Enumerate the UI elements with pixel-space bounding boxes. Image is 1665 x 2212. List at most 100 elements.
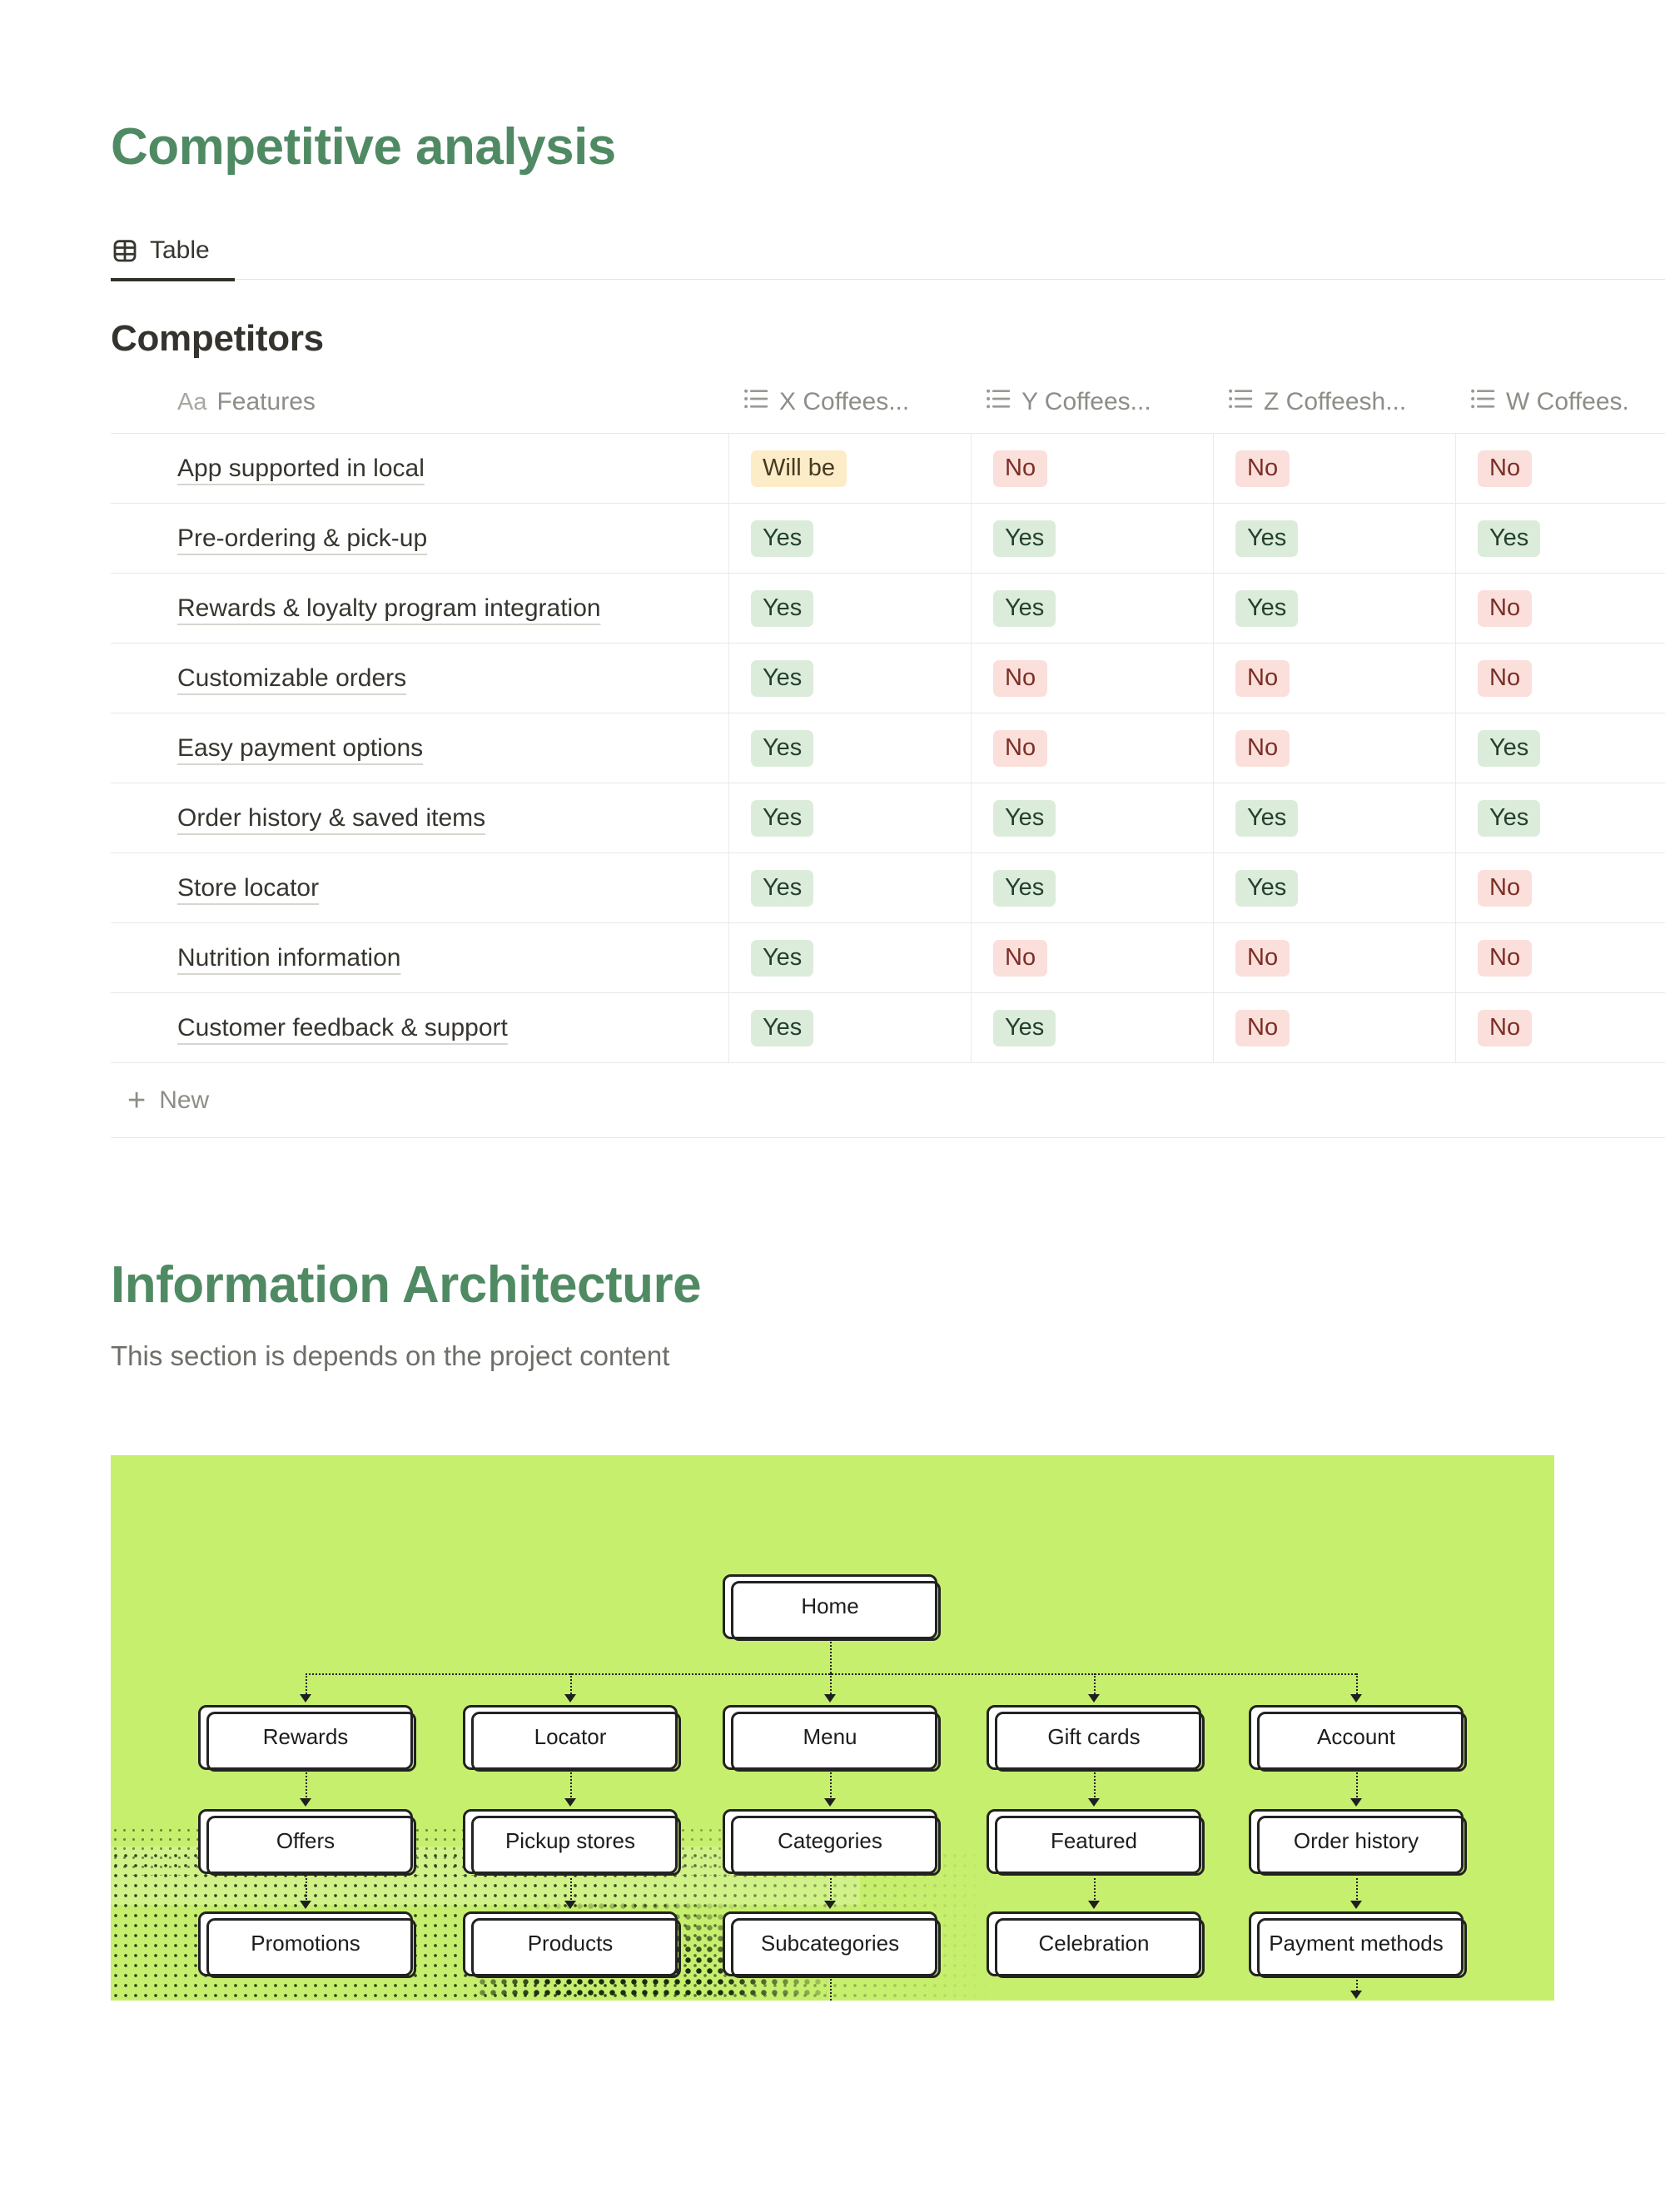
value-cell[interactable]: No bbox=[971, 434, 1213, 504]
value-cell[interactable]: Yes bbox=[728, 644, 971, 713]
feature-cell[interactable]: Order history & saved items bbox=[111, 783, 728, 852]
connector-arrowhead bbox=[824, 1900, 836, 1909]
value-cell[interactable]: No bbox=[1213, 923, 1455, 993]
status-badge: Yes bbox=[993, 799, 1056, 837]
value-cell[interactable]: Yes bbox=[971, 783, 1213, 853]
value-cell[interactable]: Yes bbox=[1213, 853, 1455, 923]
value-cell[interactable]: Yes bbox=[728, 783, 971, 853]
status-badge: Yes bbox=[1235, 589, 1299, 627]
table-view-icon bbox=[111, 237, 139, 264]
node-pickup-stores: Pickup stores bbox=[463, 1808, 681, 1876]
feature-label: Store locator bbox=[177, 873, 320, 902]
value-cell[interactable]: No bbox=[1213, 644, 1455, 713]
value-cell[interactable]: No bbox=[1455, 434, 1665, 504]
status-badge: Yes bbox=[751, 659, 814, 697]
ia-diagram-image[interactable]: Home Rewards Offers Promotions Locator Pickup… bbox=[111, 1454, 1554, 2001]
value-cell[interactable]: Yes bbox=[1213, 574, 1455, 644]
node-gift-cards: Gift cards bbox=[987, 1704, 1205, 1772]
value-cell[interactable]: No bbox=[1455, 923, 1665, 993]
status-badge: Yes bbox=[751, 729, 814, 767]
feature-label: Nutrition information bbox=[177, 943, 401, 972]
value-cell[interactable]: No bbox=[1213, 434, 1455, 504]
connector-line bbox=[306, 1673, 307, 1697]
value-cell[interactable]: No bbox=[1455, 853, 1665, 923]
status-badge: Yes bbox=[1235, 519, 1299, 557]
status-badge: Yes bbox=[993, 519, 1056, 557]
value-cell[interactable]: Will be bbox=[728, 434, 971, 504]
column-header-label: Z Coffeesh... bbox=[1264, 388, 1407, 416]
node-account: Account bbox=[1249, 1704, 1467, 1772]
value-cell[interactable]: No bbox=[1213, 713, 1455, 783]
column-header-features[interactable]: Aa Features bbox=[111, 388, 728, 416]
feature-cell[interactable]: Customizable orders bbox=[111, 644, 728, 713]
column-header-competitor[interactable]: Y Coffees... bbox=[971, 387, 1213, 417]
value-cell[interactable]: Yes bbox=[1455, 783, 1665, 853]
value-cell[interactable]: Yes bbox=[1213, 504, 1455, 574]
connector-line bbox=[1094, 1873, 1096, 1903]
feature-cell[interactable]: Pre-ordering & pick-up bbox=[111, 504, 728, 573]
connector-line bbox=[570, 1769, 572, 1801]
value-cell[interactable]: Yes bbox=[1455, 504, 1665, 574]
feature-cell[interactable]: Easy payment options bbox=[111, 713, 728, 783]
value-cell[interactable]: No bbox=[971, 713, 1213, 783]
tab-table[interactable]: Table bbox=[111, 236, 235, 282]
feature-cell[interactable]: Store locator bbox=[111, 853, 728, 922]
feature-label: Customer feedback & support bbox=[177, 1013, 508, 1041]
connector-arrowhead bbox=[564, 1693, 576, 1702]
node-label: Menu bbox=[798, 1724, 862, 1751]
value-cell[interactable]: No bbox=[1455, 644, 1665, 713]
connector-line bbox=[1094, 1769, 1096, 1801]
value-cell[interactable]: No bbox=[971, 923, 1213, 993]
value-cell[interactable]: Yes bbox=[728, 504, 971, 574]
connector-line bbox=[1094, 1673, 1096, 1697]
node-label: Home bbox=[796, 1593, 864, 1620]
feature-label: Customizable orders bbox=[177, 664, 407, 692]
value-cell[interactable]: No bbox=[1455, 574, 1665, 644]
feature-cell[interactable]: App supported in local bbox=[111, 434, 728, 503]
feature-cell[interactable]: Nutrition information bbox=[111, 923, 728, 992]
column-header-competitor[interactable]: Z Coffeesh... bbox=[1213, 387, 1455, 417]
status-badge: Yes bbox=[751, 1009, 814, 1046]
value-cell[interactable]: Yes bbox=[971, 853, 1213, 923]
value-cell[interactable]: Yes bbox=[728, 853, 971, 923]
status-badge: Yes bbox=[751, 939, 814, 977]
value-cell[interactable]: Yes bbox=[971, 993, 1213, 1063]
connector-arrowhead bbox=[824, 1693, 836, 1702]
node-order-history: Order history bbox=[1249, 1808, 1467, 1876]
column-header-competitor[interactable]: X Coffees... bbox=[728, 387, 971, 417]
view-tab-bar: Table bbox=[0, 220, 1665, 282]
connector-line bbox=[1356, 1769, 1358, 1801]
value-cell[interactable]: Yes bbox=[1455, 713, 1665, 783]
table-row: Customizable orders Yes No No No bbox=[111, 643, 1665, 713]
node-label: Account bbox=[1312, 1724, 1400, 1751]
bulleted-list-icon bbox=[743, 387, 769, 417]
node-locator: Locator bbox=[463, 1704, 681, 1772]
status-badge: Yes bbox=[1478, 799, 1541, 837]
value-cell[interactable]: Yes bbox=[971, 574, 1213, 644]
value-cell[interactable]: Yes bbox=[728, 574, 971, 644]
status-badge: No bbox=[1478, 659, 1533, 697]
node-subcategories: Subcategories bbox=[723, 1911, 941, 1978]
value-cell[interactable]: Yes bbox=[728, 923, 971, 993]
connector-arrowhead bbox=[300, 1797, 311, 1807]
connector-line bbox=[570, 1873, 572, 1903]
value-cell[interactable]: Yes bbox=[1213, 783, 1455, 853]
value-cell[interactable]: Yes bbox=[728, 993, 971, 1063]
connector-line bbox=[1356, 1976, 1358, 1991]
connector-line bbox=[1356, 1873, 1358, 1903]
new-row-button[interactable]: + New bbox=[111, 1063, 1665, 1139]
value-cell[interactable]: No bbox=[1455, 993, 1665, 1063]
value-cell[interactable]: No bbox=[1213, 993, 1455, 1063]
value-cell[interactable]: No bbox=[971, 644, 1213, 713]
status-badge: No bbox=[1235, 729, 1290, 767]
node-categories: Categories bbox=[723, 1808, 941, 1876]
table-header-row: Aa Features X Coffees... Y Coffees... Z Coff… bbox=[111, 371, 1665, 433]
node-promotions: Promotions bbox=[198, 1911, 416, 1978]
column-header-competitor[interactable]: W Coffees. bbox=[1455, 387, 1665, 417]
status-badge: No bbox=[1478, 589, 1533, 627]
value-cell[interactable]: Yes bbox=[728, 713, 971, 783]
value-cell[interactable]: Yes bbox=[971, 504, 1213, 574]
page-title: Competitive analysis bbox=[111, 118, 616, 176]
feature-cell[interactable]: Customer feedback & support bbox=[111, 993, 728, 1062]
feature-cell[interactable]: Rewards & loyalty program integration bbox=[111, 574, 728, 643]
